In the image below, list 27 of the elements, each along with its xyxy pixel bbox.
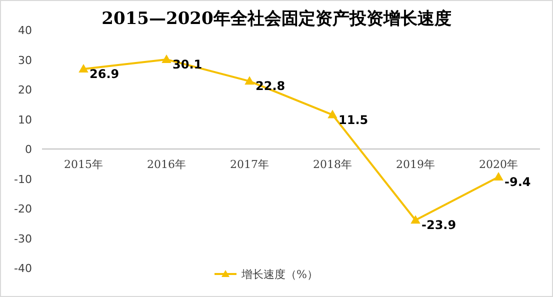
y-tick-label: 30 <box>18 54 32 67</box>
y-tick-label: -40 <box>14 262 32 275</box>
y-tick-label: 40 <box>18 24 32 37</box>
legend-label: 增长速度（%） <box>240 268 318 281</box>
y-tick-label: -10 <box>14 172 32 186</box>
x-tick-label: 2019年 <box>396 158 435 171</box>
point <box>494 172 503 180</box>
data-label: -9.4 <box>504 174 531 189</box>
data-label: -23.9 <box>422 218 456 232</box>
data-label: 11.5 <box>338 112 368 127</box>
y-tick-label: 0 <box>25 143 32 156</box>
y-tick-label: -30 <box>14 232 32 246</box>
x-tick-label: 2020年 <box>479 158 518 171</box>
data-label: 26.9 <box>90 66 120 81</box>
point <box>411 216 420 224</box>
point <box>328 110 337 118</box>
point <box>162 54 171 63</box>
x-tick-label: 2016年 <box>147 158 186 171</box>
chart-title: 2015—2020年全社会固定资产投资增长速度 <box>102 9 452 29</box>
x-tick-label: 2018年 <box>313 158 352 171</box>
y-tick-label: 20 <box>18 84 32 96</box>
point <box>79 64 88 72</box>
y-tick-label: -20 <box>14 202 32 216</box>
x-tick-label: 2015年 <box>64 158 103 171</box>
x-tick-label: 2017年 <box>230 158 269 171</box>
point <box>245 76 254 85</box>
y-tick-label: 10 <box>18 113 32 126</box>
